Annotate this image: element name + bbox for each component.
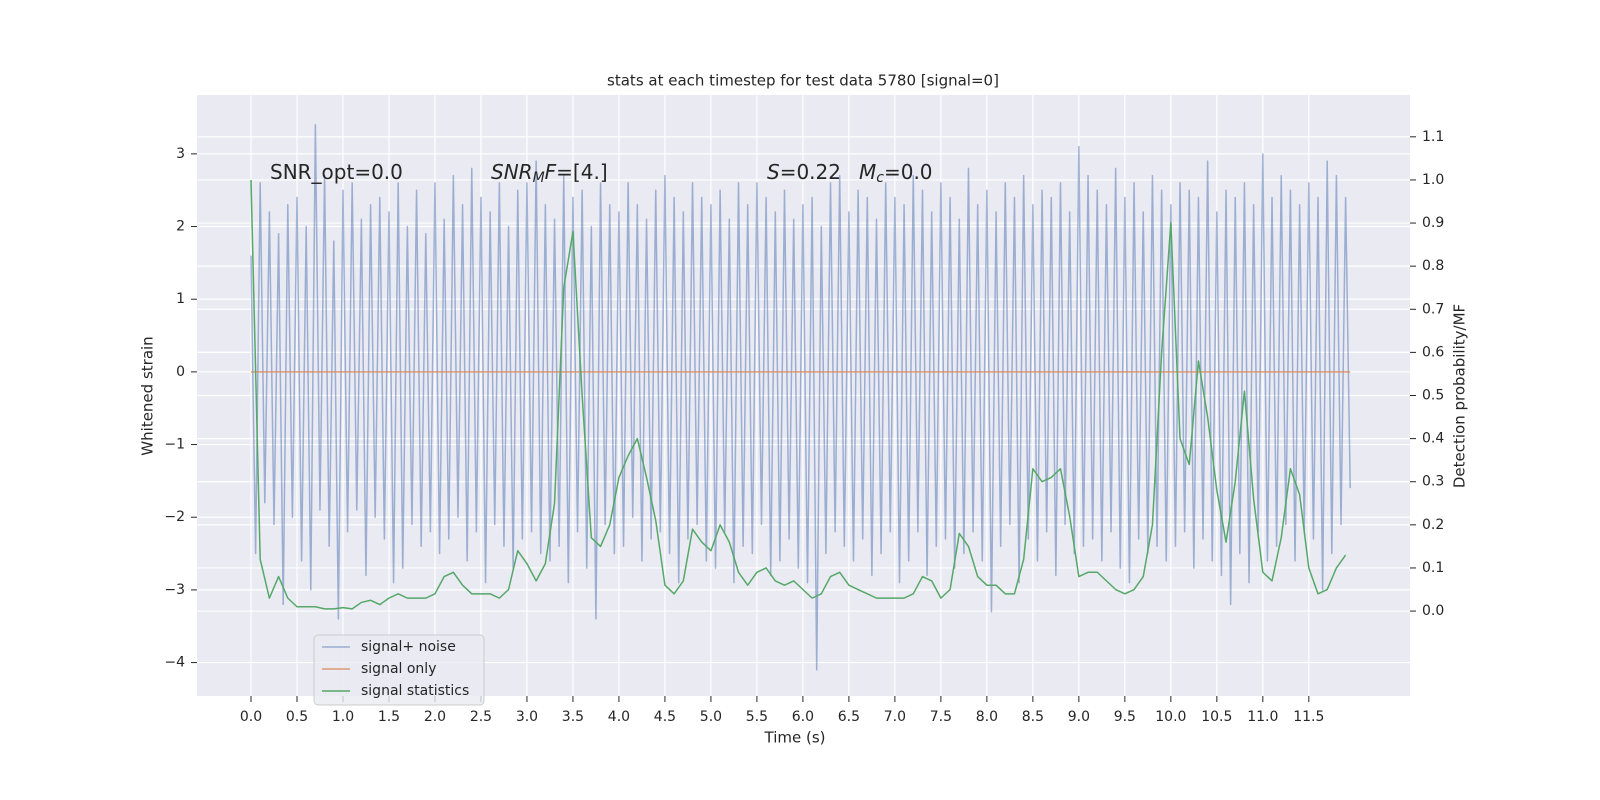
x-tick-label: 1.0 (332, 709, 354, 725)
y2-tick-label: 0.7 (1422, 301, 1444, 317)
y-tick-label: 1 (176, 291, 185, 307)
y2-tick-label: 1.1 (1422, 129, 1444, 145)
x-tick-label: 6.0 (792, 709, 814, 725)
x-tick-label: 4.5 (654, 709, 676, 725)
y-tick-label: −2 (164, 509, 185, 525)
x-axis-label: Time (s) (764, 729, 826, 747)
annotation-part: SNR (491, 160, 533, 184)
annotation-part: F (545, 160, 557, 184)
annotation-part: M (859, 160, 876, 184)
x-tick-label: 8.0 (976, 709, 998, 725)
x-tick-label: 11.5 (1293, 709, 1324, 725)
y2-tick-label: 0.5 (1422, 388, 1444, 404)
x-tick-label: 3.0 (516, 709, 538, 725)
y2-tick-label: 0.2 (1422, 517, 1444, 533)
x-tick-label: 2.5 (470, 709, 492, 725)
x-tick-label: 1.5 (378, 709, 400, 725)
x-tick-label: 5.5 (746, 709, 768, 725)
annotation-part: =0.22 (780, 160, 841, 184)
legend-label: signal+ noise (361, 639, 456, 655)
x-tick-label: 9.5 (1114, 709, 1136, 725)
y-tick-label: −1 (164, 437, 185, 453)
legend-label: signal only (361, 661, 436, 677)
y2-tick-label: 0.8 (1422, 258, 1444, 274)
x-tick-label: 7.0 (884, 709, 906, 725)
y2-tick-label: 1.0 (1422, 172, 1444, 188)
series-line (250, 124, 1351, 671)
y-tick-label: 3 (176, 146, 185, 162)
y-tick-label: −3 (164, 582, 185, 598)
annotation-part: S (767, 160, 780, 184)
annotation: SNRMF=[4.] (491, 160, 608, 187)
marks (250, 124, 1351, 671)
x-tick-label: 0.0 (240, 709, 262, 725)
x-tick-label: 4.0 (608, 709, 630, 725)
y2-tick-label: 0.9 (1422, 215, 1444, 231)
y-tick-label: −4 (164, 655, 185, 671)
labels: 0.0 0.5 1.0 1.5 2.0 2.5 3.0 3.5 4.0 4.5 5.0 5.5 6.0 6… (164, 129, 1444, 725)
x-tick-label: 5.0 (700, 709, 722, 725)
y2-tick-label: 0.1 (1422, 560, 1444, 576)
annotation: SNR_opt=0.0 (270, 160, 403, 184)
x-tick-label: 0.5 (286, 709, 308, 725)
legend: signal+ noise signal only signal statistic… (313, 634, 485, 706)
x-tick-label: 3.5 (562, 709, 584, 725)
y2-tick-label: 0.4 (1422, 431, 1444, 447)
y-axis-label: Whitened strain (139, 336, 157, 455)
x-tick-label: 6.5 (838, 709, 860, 725)
annotation-part: M (533, 170, 545, 186)
x-tick-label: 11.0 (1247, 709, 1278, 725)
annotation-part: c (876, 170, 884, 186)
x-tick-label: 10.5 (1201, 709, 1232, 725)
annotation-part: =[4.] (556, 160, 607, 184)
y2-axis-label: Detection probability/MF (1451, 304, 1469, 488)
x-tick-label: 2.0 (424, 709, 446, 725)
legend-label: signal statistics (361, 683, 469, 699)
x-tick-label: 8.5 (1022, 709, 1044, 725)
legend-box (313, 634, 485, 706)
series-line (250, 179, 1347, 610)
y-tick-label: 2 (176, 219, 185, 235)
annotation-part: =0.0 (884, 160, 933, 184)
x-tick-label: 7.5 (930, 709, 952, 725)
chart-title: stats at each timestep for test data 578… (607, 72, 999, 90)
y2-tick-label: 0.0 (1422, 603, 1444, 619)
annotation: Mc=0.0 (859, 160, 933, 187)
y-tick-label: 0 (176, 364, 185, 380)
annotation: S=0.22 (767, 160, 841, 184)
y2-tick-label: 0.6 (1422, 344, 1444, 360)
x-tick-label: 9.0 (1068, 709, 1090, 725)
y2-tick-label: 0.3 (1422, 474, 1444, 490)
x-tick-label: 10.0 (1155, 709, 1186, 725)
annotation-part: SNR_opt=0.0 (270, 160, 403, 184)
